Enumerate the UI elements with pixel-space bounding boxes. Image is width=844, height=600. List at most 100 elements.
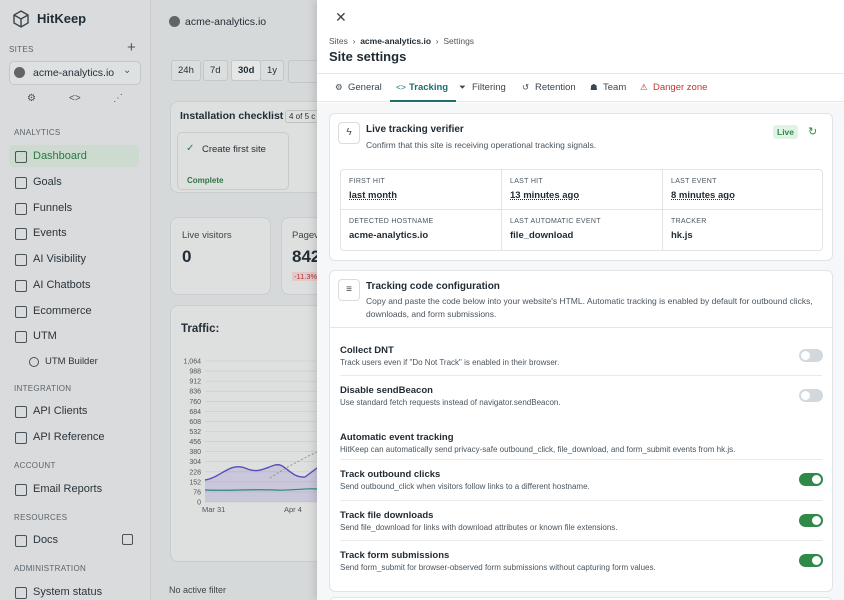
settings-panel: ✕ Sites › acme-analytics.io › Settings S… (317, 0, 844, 600)
site-name: acme-analytics.io (33, 67, 115, 79)
nav-item[interactable]: Goals (33, 176, 62, 188)
setting-description: Send form_submit for browser-observed fo… (340, 563, 656, 572)
divider (340, 540, 822, 541)
nav-item[interactable]: Events (33, 227, 67, 239)
signal-label: TRACKER (671, 218, 707, 225)
bolt-icon: ϟ (338, 122, 360, 144)
series-area (205, 464, 317, 502)
tab[interactable]: Retention (535, 82, 576, 93)
section-title: ANALYTICS (14, 128, 61, 137)
y-tick-label: 76 (193, 489, 201, 496)
nav-icon (15, 151, 27, 163)
x-tick-label: Mar 31 (202, 505, 225, 514)
external-icon (122, 534, 133, 545)
toggle-knob (812, 475, 821, 484)
setting-title: Track file downloads (340, 510, 434, 521)
grid-divider (662, 170, 663, 250)
y-tick-label: 228 (189, 469, 201, 476)
setting-description: Use standard fetch requests instead of n… (340, 398, 561, 407)
breadcrumb-link[interactable]: acme-analytics.io (360, 36, 432, 46)
breadcrumb-current: Settings (443, 36, 475, 46)
settings-icon[interactable]: ⚙ (27, 93, 36, 104)
range-button[interactable]: 1y (260, 60, 285, 81)
tab[interactable]: Filtering (472, 82, 506, 93)
signal-value: last month (349, 190, 398, 201)
setting-title: Track form submissions (340, 550, 450, 561)
breadcrumb-link[interactable]: Sites (329, 36, 348, 46)
nav-item[interactable]: Dashboard (33, 150, 87, 162)
nav-item[interactable]: UTM (33, 330, 57, 342)
toggle[interactable] (799, 473, 823, 486)
card-title: Tracking code configuration (366, 281, 500, 292)
signal-label: LAST AUTOMATIC EVENT (510, 218, 601, 225)
nav-item[interactable]: API Clients (33, 405, 88, 417)
y-tick-label: 532 (189, 429, 201, 436)
stat-label: Live visitors (182, 230, 232, 241)
section-title: ACCOUNT (14, 461, 56, 470)
nav-item[interactable]: API Reference (33, 431, 105, 443)
checklist-card: Installation checklist 4 of 5 c ✓ Create… (170, 101, 342, 193)
nav-icon (15, 228, 27, 240)
stat-label: Pagev (292, 230, 319, 241)
divider (340, 500, 822, 501)
toggle[interactable] (799, 349, 823, 362)
nav-item[interactable]: Ecommerce (33, 305, 92, 317)
tab[interactable]: General (348, 82, 382, 93)
tab-icon: ⚠ (640, 82, 648, 92)
y-tick-label: 608 (189, 419, 201, 426)
logo (13, 10, 29, 28)
stat-value: 0 (182, 247, 192, 266)
signal-value: file_download (510, 230, 574, 241)
site-select[interactable]: acme-analytics.io ⌄ (9, 61, 141, 85)
nav-item[interactable]: Docs (33, 534, 59, 546)
tab[interactable]: Danger zone (653, 82, 708, 93)
nav-icon (15, 203, 27, 215)
section-title: SITES (9, 45, 34, 54)
signal-value: acme-analytics.io (349, 230, 429, 241)
site-title: acme-analytics.io (185, 16, 267, 28)
tab-icon: ☗ (590, 82, 598, 92)
tab-icon: ↺ (522, 82, 530, 92)
nav-item[interactable]: AI Chatbots (33, 279, 91, 291)
section-title: INTEGRATION (14, 384, 72, 393)
active-nav-bg (9, 145, 139, 167)
range-button[interactable]: 7d (203, 60, 228, 81)
traffic-title: Traffic: (181, 323, 220, 335)
divider (317, 101, 844, 102)
share-icon[interactable]: ⋰ (113, 93, 123, 104)
verifier-card: ϟ Live tracking verifier Confirm that th… (329, 113, 833, 261)
sidebar: HitKeep SITES + acme-analytics.io ⌄ ⚙ <>… (0, 0, 151, 600)
tab[interactable]: Team (603, 82, 627, 93)
signal-label: LAST HIT (510, 178, 544, 185)
nav-item[interactable]: System status (33, 586, 103, 598)
range-button[interactable]: 24h (171, 60, 201, 81)
divider (317, 73, 844, 74)
nav-item[interactable]: AI Visibility (33, 253, 86, 265)
add-site[interactable]: + (127, 39, 136, 56)
nav-icon (15, 254, 27, 266)
code-icon[interactable]: <> (69, 93, 81, 104)
tab[interactable]: Tracking (409, 82, 449, 93)
setting-title: Collect DNT (340, 345, 394, 356)
close-button[interactable]: ✕ (335, 9, 347, 25)
refresh-button[interactable]: ↻ (808, 126, 818, 138)
tab-indicator (390, 100, 456, 102)
nav-subitem[interactable]: UTM Builder (45, 356, 98, 367)
setting-description: Track users even if "Do Not Track" is en… (340, 358, 560, 367)
section-title: RESOURCES (14, 513, 68, 522)
y-tick-label: 836 (189, 389, 201, 396)
y-tick-label: 0 (197, 500, 201, 507)
overlay[interactable] (0, 0, 317, 600)
toggle[interactable] (799, 389, 823, 402)
nav-item[interactable]: Funnels (33, 202, 73, 214)
series-line (204, 463, 317, 481)
toggle[interactable] (799, 554, 823, 567)
nav-item[interactable]: Email Reports (33, 483, 103, 495)
signal-grid: FIRST HIT last month LAST HIT 13 minutes ag… (340, 169, 823, 251)
toggle[interactable] (799, 514, 823, 527)
card-description: Confirm that this site is receiving oper… (366, 140, 597, 150)
setting-title: Track outbound clicks (340, 469, 441, 480)
grid-divider (501, 170, 502, 250)
nav-icon (15, 331, 27, 343)
